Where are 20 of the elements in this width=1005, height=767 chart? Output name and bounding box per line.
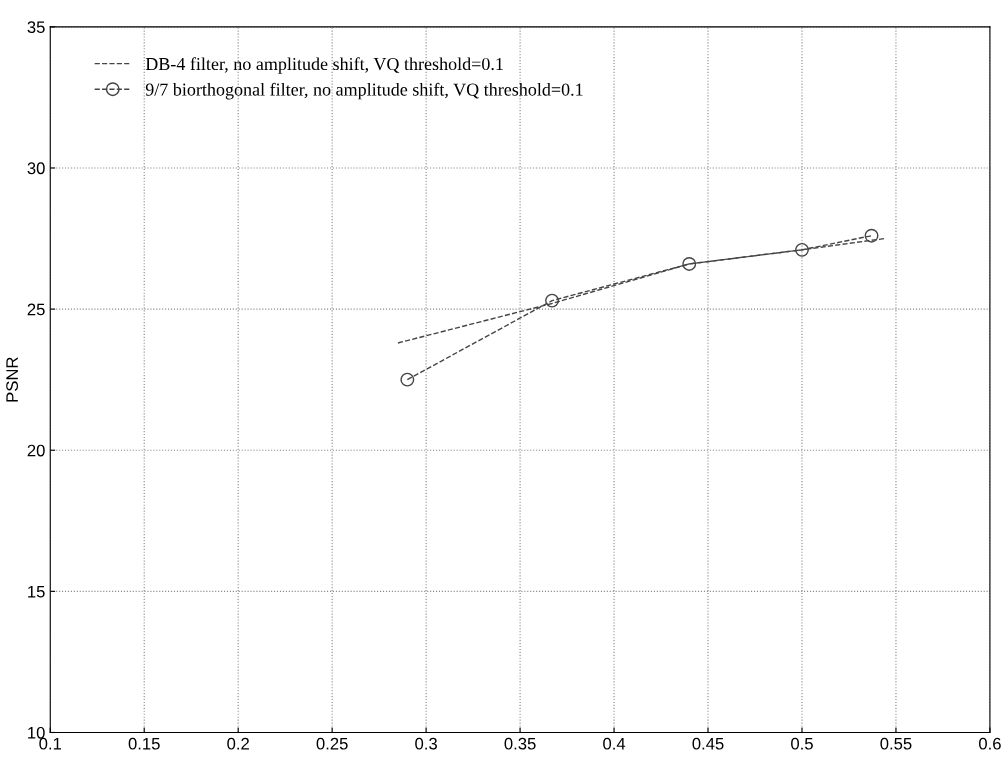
x-tick-label: 0.25 — [316, 737, 348, 750]
x-tick-label: 0.35 — [504, 737, 536, 750]
y-axis-title: PSNR — [6, 357, 18, 402]
y-tick-label: 35 — [27, 21, 45, 34]
x-tick-label: 0.45 — [692, 737, 724, 750]
legend-label: DB-4 filter, no amplitude shift, VQ threshold=0.1 — [145, 57, 503, 74]
x-tick-label: 0.55 — [880, 737, 912, 750]
legend-label: 9/7 biorthogonal filter, no amplitude shift, VQ threshold=0.1 — [145, 82, 583, 100]
y-tick-label: 10 — [28, 726, 45, 739]
x-tick-label: 0.4 — [603, 737, 626, 750]
x-tick-label: 0.5 — [791, 737, 813, 750]
x-tick-label: 0.6 — [978, 737, 1001, 750]
y-tick-label: 25 — [27, 303, 45, 316]
y-tick-label: 20 — [27, 444, 45, 457]
x-tick-label: 0.15 — [128, 737, 160, 750]
x-tick-label: 0.2 — [227, 737, 249, 750]
y-tick-label: 30 — [27, 162, 45, 175]
y-tick-label: 15 — [28, 585, 45, 598]
x-tick-label: 0.3 — [415, 737, 437, 750]
x-tick-label: 0.1 — [39, 737, 62, 750]
